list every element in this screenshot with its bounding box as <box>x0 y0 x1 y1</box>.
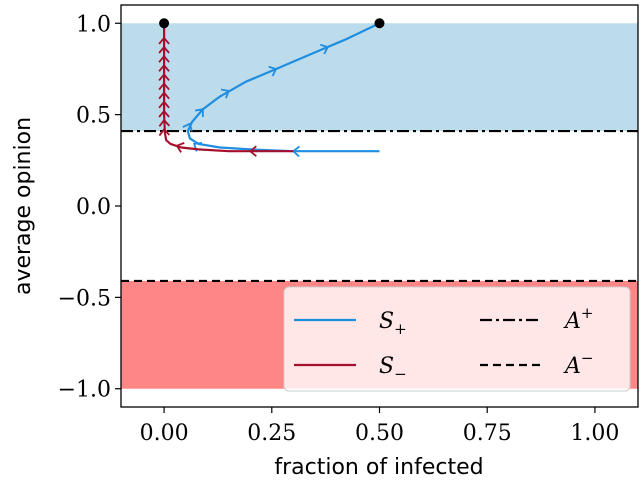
y-axis-label: average opinion <box>11 117 36 295</box>
arrow-marker-S+ <box>182 122 193 132</box>
series-line-S- <box>163 23 294 153</box>
arrow-marker-S+ <box>320 43 330 55</box>
y-tick-label: 1.0 <box>76 12 111 37</box>
arrow-marker-S- <box>158 36 170 45</box>
y-tick-label: 0.0 <box>76 195 111 220</box>
x-tick-label: 0.25 <box>247 421 296 446</box>
y-tick-label: 0.5 <box>76 104 111 129</box>
x-tick-label: 0.50 <box>355 421 404 446</box>
legend-box <box>283 286 631 392</box>
arrow-head <box>158 36 170 45</box>
legend-label-S+: S+ <box>379 309 407 338</box>
arrow-head <box>268 65 278 77</box>
arrow-marker-S+ <box>220 88 230 99</box>
threshold-lines <box>121 129 638 283</box>
arrow-marker-S- <box>158 82 170 91</box>
arrow-head <box>175 142 185 153</box>
arrow-marker-S+ <box>268 65 278 77</box>
arrow-head <box>320 43 330 55</box>
y-axis-ticks: −1.0 −0.5 0.0 0.5 1.0 <box>58 12 121 403</box>
arrow-head <box>158 82 170 91</box>
upper-band <box>121 23 638 132</box>
arrow-head <box>158 54 170 63</box>
arrow-head <box>158 63 170 72</box>
x-tick-label: 1.00 <box>570 421 619 446</box>
arrow-marker-S- <box>158 63 170 72</box>
arrow-marker-S- <box>158 45 170 54</box>
legend-label-A-: A− <box>563 349 593 379</box>
endpoint-dot <box>159 18 170 29</box>
arrow-marker-S- <box>158 109 170 118</box>
arrow-marker-S+ <box>195 108 204 118</box>
x-tick-label: 0.00 <box>140 421 189 446</box>
x-axis-ticks: 0.00 0.25 0.50 0.75 1.00 <box>140 407 619 446</box>
legend-label-A+: A+ <box>563 304 593 334</box>
arrow-head <box>158 100 170 109</box>
arrow-head <box>220 88 230 99</box>
arrow-marker-S- <box>158 118 171 127</box>
arrow-marker-S- <box>158 72 170 81</box>
y-tick-label: −1.0 <box>58 378 111 403</box>
x-tick-label: 0.75 <box>463 421 512 446</box>
arrow-head <box>158 127 171 137</box>
arrow-marker-S- <box>175 142 185 153</box>
endpoint-dot <box>374 18 385 29</box>
endpoint-markers <box>159 18 385 29</box>
arrow-head <box>158 45 170 54</box>
arrow-head <box>248 145 257 157</box>
y-tick-label: −0.5 <box>58 286 111 311</box>
arrow-marker-S- <box>158 100 170 109</box>
arrow-head <box>158 118 171 127</box>
arrow-head <box>158 72 170 81</box>
arrow-head <box>158 109 170 118</box>
arrow-head <box>158 91 170 100</box>
trajectories <box>158 22 380 158</box>
legend-label-S-: S− <box>379 354 407 383</box>
arrow-marker-S- <box>158 127 171 137</box>
arrow-head <box>182 122 193 132</box>
legend: S+ S− A+ A− <box>283 286 631 392</box>
arrow-marker-S- <box>158 54 170 63</box>
arrow-marker-S- <box>158 91 170 100</box>
arrow-head <box>195 108 204 118</box>
arrow-marker-S- <box>248 145 257 157</box>
x-axis-label: fraction of infected <box>274 455 483 480</box>
